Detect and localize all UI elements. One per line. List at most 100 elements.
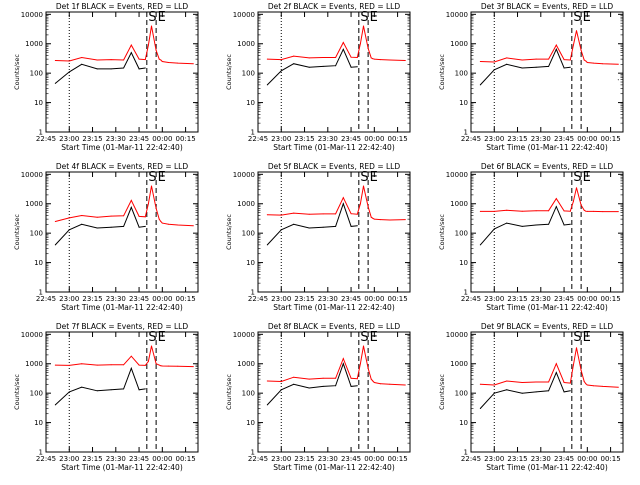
start-marker: S xyxy=(573,330,581,345)
lld-point xyxy=(389,219,391,221)
lld-point xyxy=(177,224,179,226)
lld-point xyxy=(404,60,406,61)
events-point xyxy=(506,389,508,391)
lld-point xyxy=(370,378,372,380)
lld-point xyxy=(563,382,565,383)
y-tick-label: 1 xyxy=(464,129,468,137)
lld-point xyxy=(168,223,169,225)
y-tick-label: 1000 xyxy=(237,200,255,208)
x-tick-label: 23:45 xyxy=(341,455,361,463)
y-tick-label: 1 xyxy=(251,289,255,297)
events-point xyxy=(81,63,83,65)
panel-det-4: Det 4f BLACK = Events, RED = LLD 1 10 100 10… xyxy=(13,162,199,312)
lld-series-line xyxy=(55,25,194,65)
lld-point xyxy=(350,56,352,58)
lld-point xyxy=(110,215,112,217)
x-tick-label: 00:15 xyxy=(600,455,620,463)
plot-frame xyxy=(470,331,624,453)
events-point xyxy=(144,225,146,227)
x-tick-label: 23:45 xyxy=(129,135,149,143)
x-tick-label: 00:00 xyxy=(152,135,172,143)
events-point xyxy=(479,84,481,86)
lld-point xyxy=(54,364,56,366)
end-marker: E xyxy=(370,330,378,345)
lld-series-line xyxy=(267,185,406,221)
lld-point xyxy=(493,210,495,212)
lld-point xyxy=(151,25,152,27)
events-point xyxy=(342,48,344,50)
lld-point xyxy=(585,60,587,62)
lld-point xyxy=(123,364,125,366)
y-tick-label: 1000 xyxy=(25,200,43,208)
lld-point xyxy=(576,187,577,189)
events-point xyxy=(548,223,550,225)
lld-point xyxy=(168,365,169,367)
lld-point xyxy=(617,63,619,65)
y-tick-label: 10 xyxy=(246,99,255,107)
x-tick-label: 23:30 xyxy=(318,135,338,143)
x-tick-label: 00:15 xyxy=(175,455,195,463)
events-point xyxy=(123,225,125,227)
events-point xyxy=(521,225,523,227)
lld-point xyxy=(521,210,523,212)
lld-point xyxy=(342,197,344,199)
lld-point xyxy=(308,57,310,59)
start-marker: S xyxy=(148,10,156,25)
x-tick-label: 23:45 xyxy=(341,135,361,143)
lld-point xyxy=(54,60,56,61)
x-tick-label: 23:00 xyxy=(484,295,504,303)
events-point xyxy=(96,68,98,70)
lld-point xyxy=(161,365,163,367)
lld-point xyxy=(322,57,324,58)
events-point xyxy=(110,226,112,228)
lld-point xyxy=(572,44,574,46)
x-tick-label: 23:30 xyxy=(531,455,551,463)
lld-series-line xyxy=(55,185,194,227)
y-axis-label: Counts/sec xyxy=(225,54,233,90)
lld-point xyxy=(617,386,619,388)
events-point xyxy=(563,67,565,69)
lld-series-line xyxy=(267,25,406,61)
lld-point xyxy=(151,185,152,187)
lld-point xyxy=(160,365,162,367)
x-tick-label: 23:30 xyxy=(106,295,126,303)
lld-point xyxy=(130,199,132,201)
lld-point xyxy=(54,221,56,222)
lld-point xyxy=(151,345,152,347)
x-tick-label: 00:00 xyxy=(152,455,172,463)
lld-point xyxy=(160,221,162,222)
y-tick-label: 10 xyxy=(246,419,255,427)
events-point xyxy=(493,392,495,394)
y-tick-label: 1 xyxy=(464,289,468,297)
lld-point xyxy=(521,59,523,61)
lld-point xyxy=(266,380,268,382)
x-tick-label: 23:00 xyxy=(271,455,291,463)
x-axis-label: Start Time (01-Mar-11 22:42:40) xyxy=(273,303,395,312)
lld-point xyxy=(350,377,352,379)
y-tick-label: 1 xyxy=(39,289,43,297)
y-tick-label: 10 xyxy=(459,419,468,427)
events-point xyxy=(123,67,125,69)
events-point xyxy=(293,63,295,65)
panel-title: Det 4f BLACK = Events, RED = LLD xyxy=(56,162,189,171)
events-point xyxy=(266,84,268,86)
events-point xyxy=(548,65,550,67)
events-point xyxy=(280,389,282,391)
events-point xyxy=(322,226,324,228)
lld-point xyxy=(342,358,344,360)
lld-point xyxy=(521,382,523,383)
events-point xyxy=(356,66,358,68)
lld-point xyxy=(479,383,481,385)
lld-point xyxy=(370,57,372,59)
events-point xyxy=(350,225,352,227)
y-tick-label: 10000 xyxy=(233,11,255,19)
x-tick-label: 23:30 xyxy=(318,455,338,463)
lld-point xyxy=(161,61,163,62)
lld-point xyxy=(363,345,364,347)
events-point xyxy=(68,229,70,231)
x-tick-label: 00:00 xyxy=(364,455,384,463)
end-marker: E xyxy=(158,330,166,345)
y-tick-label: 1000 xyxy=(237,360,255,368)
y-tick-label: 1 xyxy=(251,449,255,457)
lld-point xyxy=(138,58,140,60)
